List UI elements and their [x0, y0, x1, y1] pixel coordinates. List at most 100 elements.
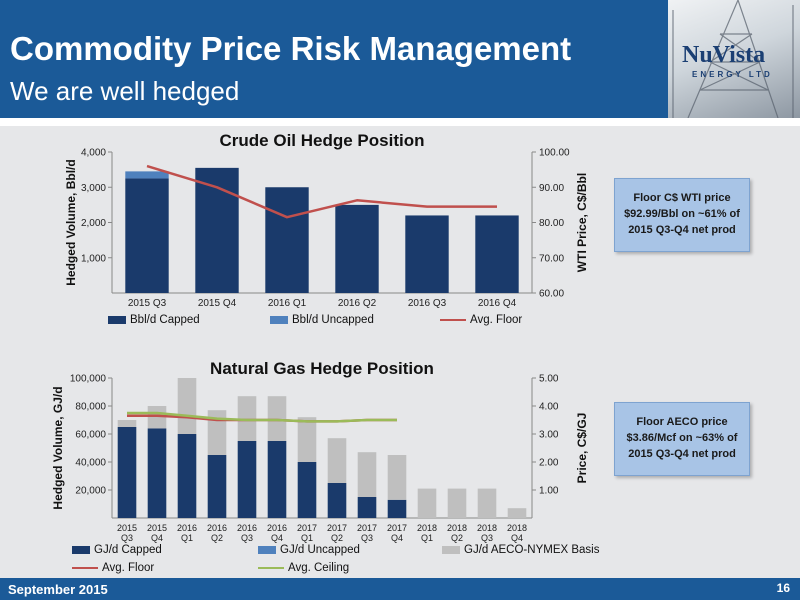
charts-canvas: Crude Oil Hedge Position 1,000 2,000 3,000 4… [51, 131, 589, 543]
oil-category-label-5: 2016 Q4 [478, 298, 517, 309]
oil-y2tick-label-2: 80.00 [539, 218, 564, 229]
gas-bar-gj-d-aeco-nymex-basis-13 [507, 508, 527, 518]
oil-category-label-0: 2015 Q3 [128, 298, 167, 309]
gas-legend-capped: GJ/d Capped [72, 544, 162, 556]
gas-bar-gj-d-aeco-nymex-basis-4 [237, 396, 257, 441]
gas-y2tick-label-0: 1.00 [539, 486, 559, 497]
gas-category-label-0: 2015 Q3 [117, 523, 137, 543]
oil-ytick-label-0: 1,000 [81, 253, 106, 264]
gas-category-label-4: 2016 Q3 [237, 523, 257, 543]
gas-ytick-label-4: 100,000 [70, 374, 107, 385]
gas-category-label-8: 2017 Q3 [357, 523, 377, 543]
gas-legend-basis: GJ/d AECO-NYMEX Basis [442, 544, 599, 556]
oil-line-avg-floor [146, 164, 497, 219]
oil-ytick-label-2: 3,000 [81, 183, 106, 194]
logo-wordmark: NuVista [682, 42, 766, 68]
gas-legend-floor-label: Avg. Floor [102, 562, 155, 574]
oil-bar-bbl-d-capped-0 [125, 178, 169, 293]
oil-legend-capped-label: Bbl/d Capped [130, 314, 200, 326]
gas-category-label-13: 2018 Q4 [507, 523, 527, 543]
gas-legend-floor-swatch [72, 567, 98, 569]
gas-category-label-1: 2015 Q4 [147, 523, 167, 543]
slide-footer: September 2015 16 [0, 578, 800, 600]
gas-legend-capped-label: GJ/d Capped [94, 544, 162, 556]
oil-legend-capped: Bbl/d Capped [108, 314, 200, 326]
gas-legend-basis-swatch [442, 546, 460, 554]
gas-bar-gj-d-capped-7 [327, 483, 347, 518]
oil-legend-floor: Avg. Floor [440, 314, 522, 326]
oil-bar-bbl-d-capped-1 [195, 167, 239, 293]
oil-bar-bbl-d-capped-2 [265, 187, 309, 293]
oil-legend-capped-swatch [108, 316, 126, 324]
gas-bar-gj-d-capped-6 [297, 462, 317, 518]
gas-chart-title: Natural Gas Hedge Position [210, 359, 434, 378]
header-photo: NuVista ENERGY LTD [668, 0, 800, 118]
gas-legend-basis-label: GJ/d AECO-NYMEX Basis [464, 544, 600, 556]
gas-category-label-6: 2017 Q1 [297, 523, 317, 543]
oil-category-label-2: 2016 Q1 [268, 298, 307, 309]
gas-category-label-11: 2018 Q2 [447, 523, 467, 543]
oil-floor-callout: Floor C$ WTI price $92.99/Bbl on ~61% of… [614, 178, 750, 252]
gas-ytick-label-3: 80,000 [75, 402, 106, 413]
gas-bar-gj-d-capped-5 [267, 441, 287, 518]
gas-floor-callout-text: Floor AECO price $3.86/Mcf on ~63% of 20… [626, 416, 738, 460]
oil-legend-floor-swatch [440, 319, 466, 321]
gas-bar-gj-d-capped-4 [237, 441, 257, 518]
gas-category-label-7: 2017 Q2 [327, 523, 347, 543]
page-number: 16 [776, 581, 790, 595]
slide-subtitle: We are well hedged [10, 76, 240, 106]
oil-y2tick-label-1: 70.00 [539, 253, 564, 264]
oil-ytick-label-3: 4,000 [81, 148, 106, 159]
gas-legend-uncapped-swatch [258, 546, 276, 554]
oil-legend-floor-label: Avg. Floor [470, 314, 523, 326]
gas-y2tick-label-4: 5.00 [539, 374, 559, 385]
gas-bar-gj-d-aeco-nymex-basis-10 [417, 488, 437, 518]
gas-bar-gj-d-aeco-nymex-basis-5 [267, 396, 287, 441]
oil-legend-uncapped-label: Bbl/d Uncapped [292, 314, 374, 326]
oil-category-label-3: 2016 Q2 [338, 298, 377, 309]
oil-category-label-4: 2016 Q3 [408, 298, 447, 309]
gas-bar-gj-d-capped-3 [207, 455, 227, 518]
gas-bar-gj-d-capped-1 [147, 428, 167, 518]
header-separator [0, 118, 800, 126]
gas-bar-gj-d-aeco-nymex-basis-7 [327, 438, 347, 483]
oil-y2-axis-title: WTI Price, C$/Bbl [575, 173, 589, 272]
gas-category-label-3: 2016 Q2 [207, 523, 227, 543]
oil-floor-callout-text: Floor C$ WTI price $92.99/Bbl on ~61% of… [624, 192, 740, 236]
oil-y2tick-label-4: 100.00 [539, 148, 570, 159]
slide-title: Commodity Price Risk Management [10, 30, 572, 67]
gas-bar-gj-d-aeco-nymex-basis-6 [297, 417, 317, 462]
gas-bar-gj-d-capped-9 [387, 499, 407, 518]
gas-bar-gj-d-capped-2 [177, 434, 197, 518]
gas-y2tick-label-2: 3.00 [539, 430, 559, 441]
gas-legend-ceiling: Avg. Ceiling [258, 562, 349, 574]
oil-legend-uncapped-swatch [270, 316, 288, 324]
gas-legend-floor: Avg. Floor [72, 562, 154, 574]
footer-date: September 2015 [8, 582, 108, 597]
gas-bar-gj-d-aeco-nymex-basis-11 [447, 488, 467, 518]
gas-y-axis-title: Hedged Volume, GJ/d [51, 386, 65, 509]
gas-category-label-12: 2018 Q3 [477, 523, 497, 543]
oil-y-axis-title: Hedged Volume, Bbl/d [64, 159, 78, 285]
gas-y2tick-label-1: 2.00 [539, 458, 559, 469]
gas-y2tick-label-3: 4.00 [539, 402, 559, 413]
gas-legend-ceiling-swatch [258, 567, 284, 569]
oil-y2tick-label-0: 60.00 [539, 289, 564, 300]
gas-y2-axis-title: Price, C$/GJ [575, 413, 589, 484]
oil-bar-bbl-d-uncapped-0 [125, 171, 169, 179]
company-logo: NuVista ENERGY LTD [678, 40, 790, 82]
oil-bar-bbl-d-capped-4 [405, 215, 449, 293]
gas-bar-gj-d-aeco-nymex-basis-3 [207, 410, 227, 455]
logo-tagline: ENERGY LTD [692, 70, 773, 79]
oil-bar-bbl-d-capped-3 [335, 204, 379, 293]
gas-ytick-label-0: 20,000 [75, 486, 106, 497]
oil-chart-title: Crude Oil Hedge Position [220, 131, 425, 150]
oil-legend-uncapped: Bbl/d Uncapped [270, 314, 374, 326]
gas-bar-gj-d-aeco-nymex-basis-1 [147, 406, 167, 429]
gas-bar-gj-d-capped-8 [357, 497, 377, 518]
rig-structure-graphic [672, 0, 794, 118]
gas-category-label-2: 2016 Q1 [177, 523, 197, 543]
gas-category-label-5: 2016 Q4 [267, 523, 287, 543]
gas-bar-gj-d-aeco-nymex-basis-2 [177, 378, 197, 434]
oil-category-label-1: 2015 Q4 [198, 298, 237, 309]
